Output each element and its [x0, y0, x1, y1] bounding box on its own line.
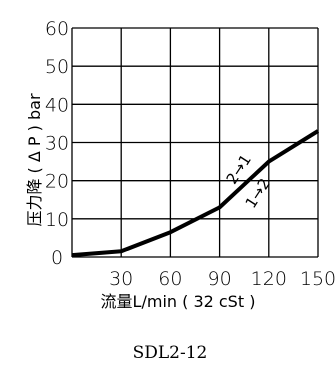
x-tick-label: 30: [109, 268, 133, 290]
x-tick-label: 60: [158, 268, 182, 290]
series-line: [71, 129, 320, 258]
chart-grid: [71, 27, 319, 258]
x-tick-labels: 30 60 90 120 150: [109, 268, 336, 290]
annotation-2-to-1: 2→1: [223, 151, 255, 187]
svg-text:2→1: 2→1: [223, 151, 255, 187]
chart-caption: SDL2-12: [133, 343, 208, 363]
y-tick-label: 20: [45, 171, 69, 193]
x-axis-title: 流量L/min ( 32 cSt ): [101, 292, 256, 311]
y-tick-label: 60: [45, 18, 69, 40]
y-tick-label: 10: [45, 209, 69, 231]
x-tick-label: 90: [208, 268, 232, 290]
y-tick-labels: 0 10 20 30 40 50 60: [45, 18, 69, 269]
x-tick-label: 120: [251, 268, 287, 290]
y-tick-label: 0: [51, 247, 63, 269]
y-tick-label: 30: [45, 133, 69, 155]
x-tick-label: 150: [300, 268, 336, 290]
y-tick-label: 40: [45, 94, 69, 116]
y-axis-title: 压力降 ( Δ P ) bar: [25, 93, 44, 226]
y-tick-label: 50: [45, 56, 69, 78]
